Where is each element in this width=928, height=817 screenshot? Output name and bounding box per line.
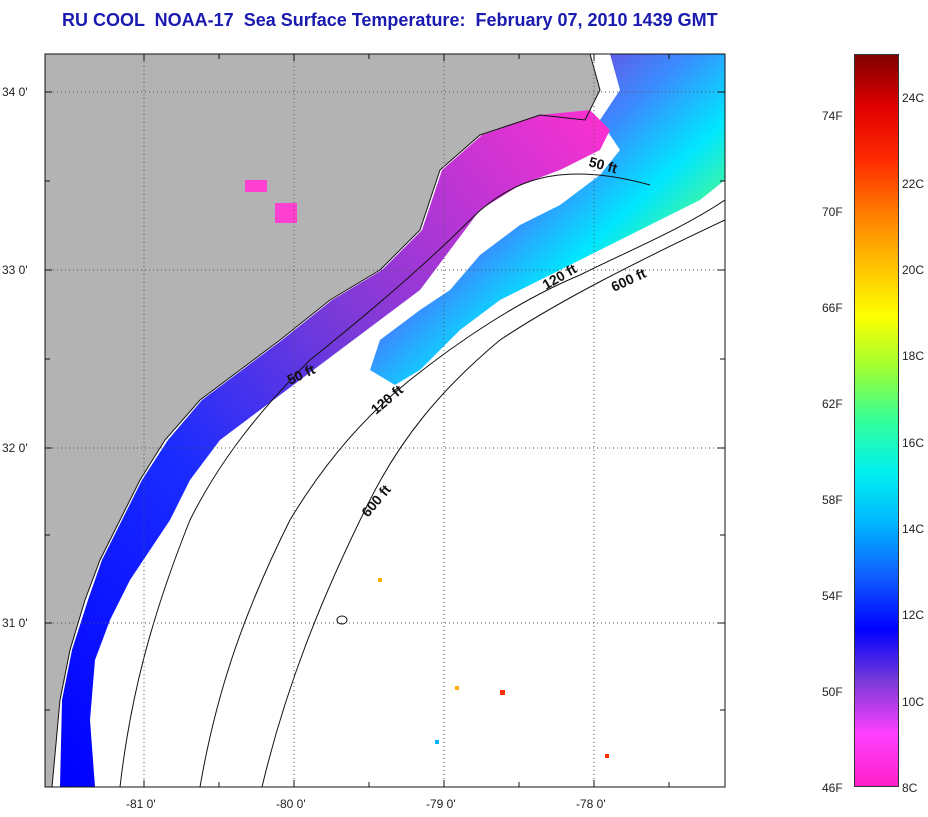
sst-speckle	[455, 686, 459, 690]
lon-label: -81 0'	[126, 797, 156, 811]
lon-label: -79 0'	[426, 797, 456, 811]
map-title: RU COOL NOAA-17 Sea Surface Temperature:…	[62, 10, 718, 30]
colorbar-celsius-label: 14C	[902, 522, 925, 536]
small-island	[336, 615, 348, 625]
isobath-120ft	[199, 199, 725, 787]
colorbar-fahrenheit-label: 74F	[822, 109, 843, 123]
colorbar-fahrenheit-label: 58F	[822, 493, 843, 507]
colorbar-fahrenheit-label: 62F	[822, 397, 843, 411]
colorbar-celsius-label: 12C	[902, 608, 925, 622]
sst-speckle	[245, 180, 267, 192]
sst-speckle	[435, 740, 439, 744]
colorbar-fahrenheit-label: 50F	[822, 685, 843, 699]
lon-label: -80 0'	[276, 797, 306, 811]
map-frame	[44, 53, 726, 788]
colorbar-fahrenheit-label: 54F	[822, 589, 843, 603]
coastline	[51, 54, 601, 787]
sst-speckle	[378, 578, 382, 582]
colorbar-celsius-label: 22C	[902, 177, 925, 191]
land-mass	[45, 54, 600, 787]
lat-label: 31 0'	[2, 616, 28, 630]
colorbar-celsius-label: 20C	[902, 263, 925, 277]
sst-speckle	[605, 754, 609, 758]
lon-label: -78 0'	[576, 797, 606, 811]
axis-ticks	[45, 54, 725, 787]
lat-label: 32 0'	[2, 441, 28, 455]
colorbar-celsius-label: 8C	[902, 781, 918, 795]
lat-label: 33 0'	[2, 263, 28, 277]
sst-speckle	[500, 690, 505, 695]
colorbar-celsius-label: 24C	[902, 91, 925, 105]
colorbar-fahrenheit-label: 70F	[822, 205, 843, 219]
isobath-600ft	[261, 219, 725, 787]
sst-colorbar	[854, 54, 899, 787]
sst-warm-region	[370, 54, 725, 385]
colorbar-celsius-label: 16C	[902, 436, 925, 450]
gridlines	[45, 54, 725, 787]
colorbar-fahrenheit-label: 46F	[822, 781, 843, 795]
colorbar-celsius-label: 10C	[902, 695, 925, 709]
colorbar-celsius-label: 18C	[902, 349, 925, 363]
colorbar-fahrenheit-label: 66F	[822, 301, 843, 315]
isobath-50ft	[119, 173, 651, 787]
sst-speckle	[275, 203, 297, 223]
isobath-label: 50 ft	[587, 153, 619, 176]
lat-label: 34 0'	[2, 85, 28, 99]
